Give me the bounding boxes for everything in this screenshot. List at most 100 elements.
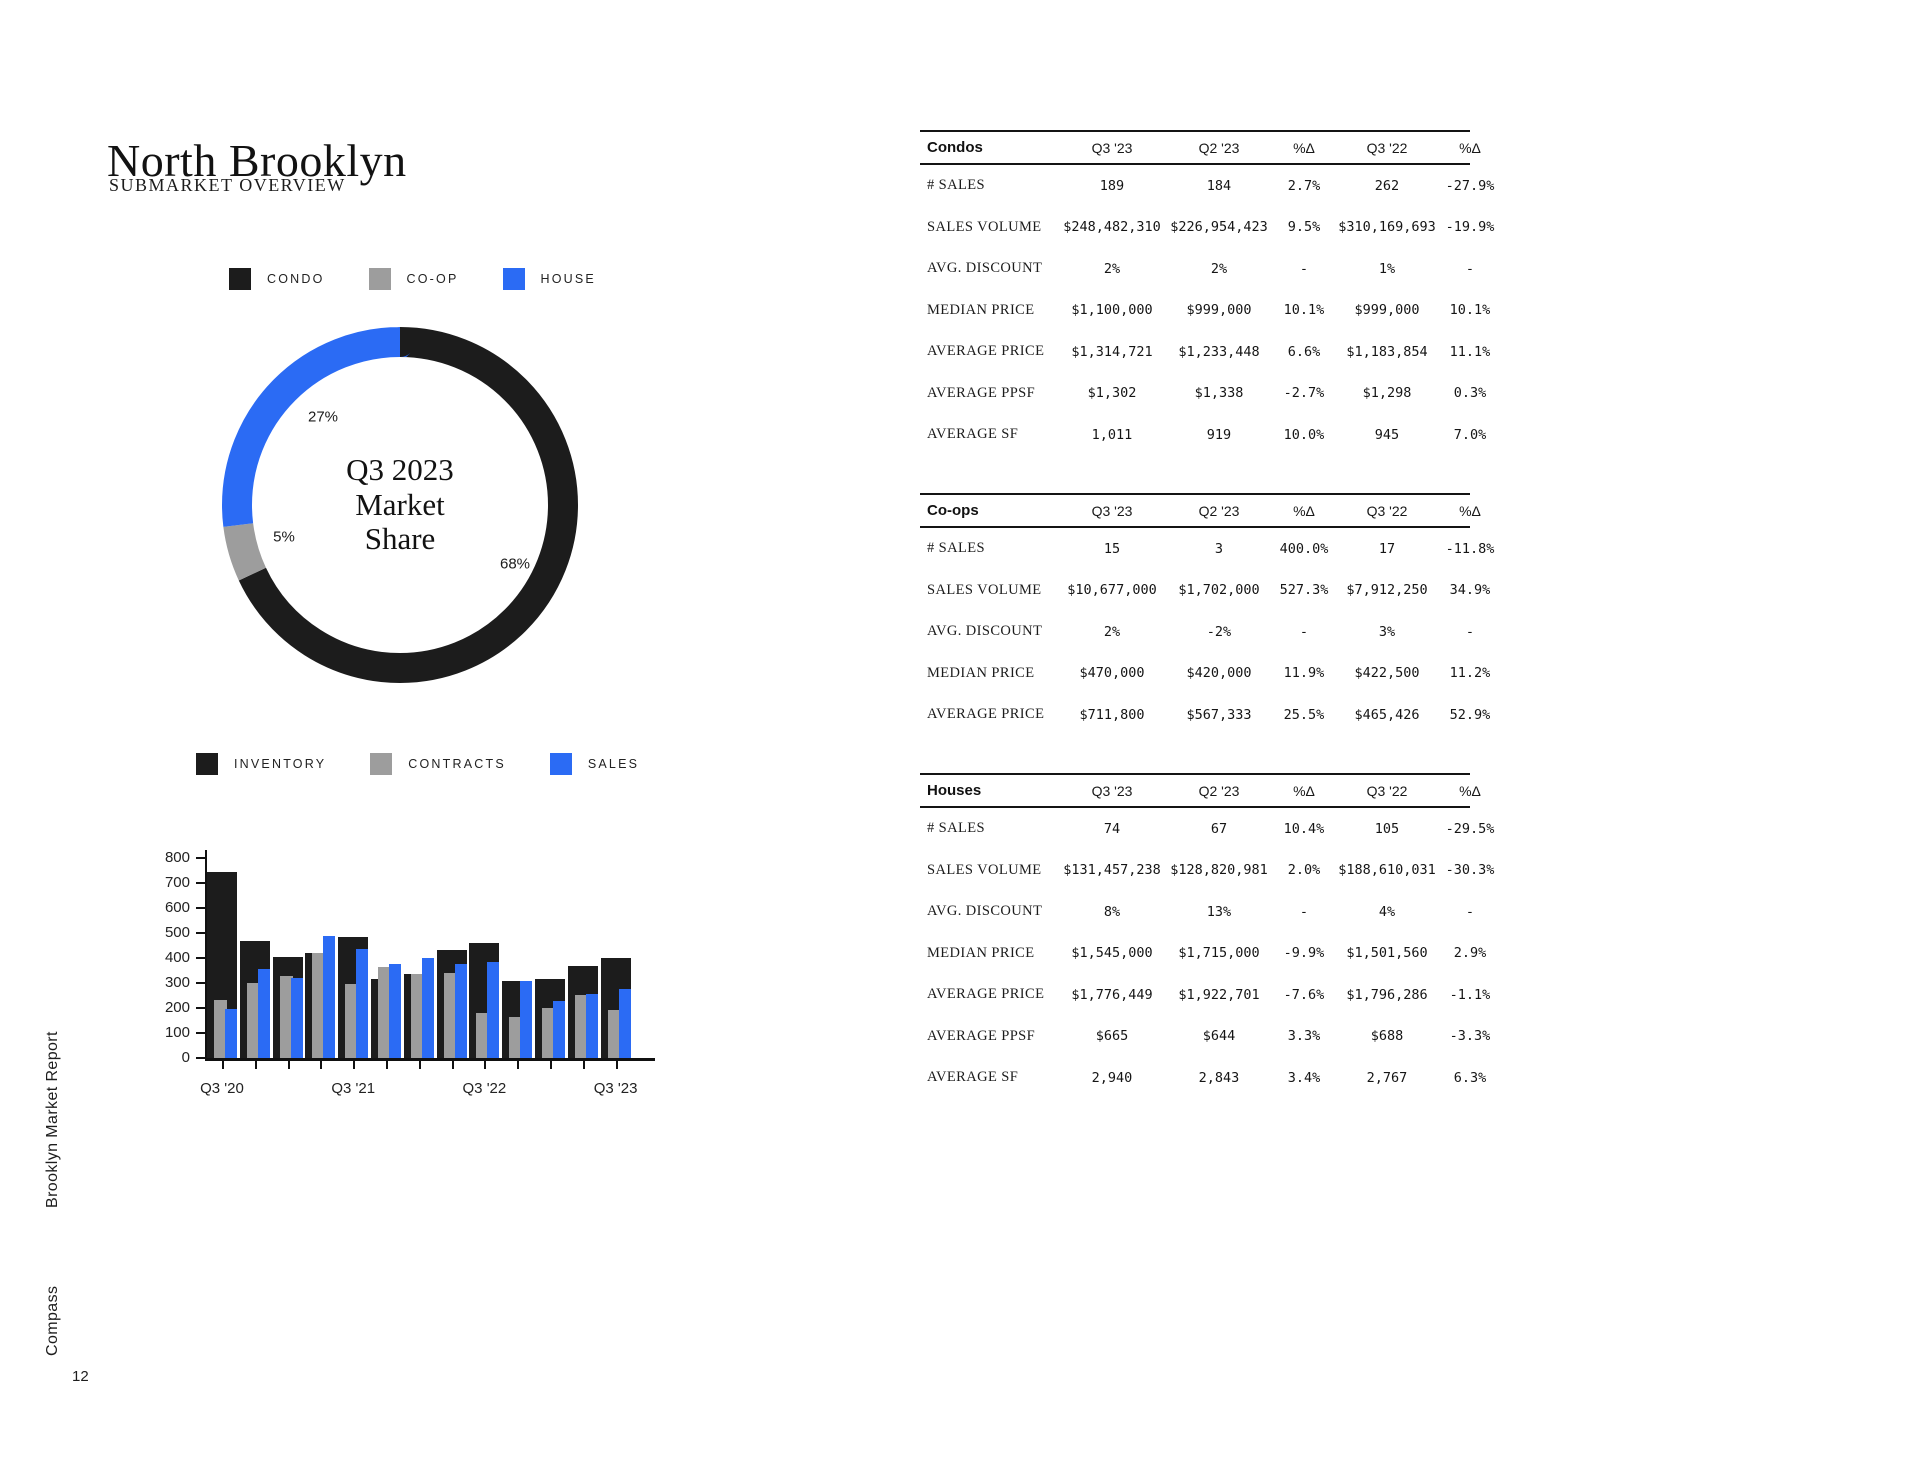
row-label: MEDIAN PRICE <box>927 944 1035 961</box>
table-column-header: Q3 '22 <box>1366 782 1408 799</box>
y-axis-tick-label: 600 <box>164 899 190 916</box>
x-axis-tick <box>582 1060 585 1069</box>
table-row: AVERAGE SF 1,011 919 10.0% 945 7.0% <box>920 414 1486 456</box>
donut-slice-percentage: 68% <box>499 555 531 573</box>
y-axis-tick <box>196 1007 205 1009</box>
stats-table-houses: Houses Q3 '23 Q2 '23 %Δ Q3 '22 %Δ # SALES 74 67 1… <box>920 773 1494 1099</box>
legend-item: INVENTORY <box>196 753 326 775</box>
x-axis-tick <box>451 1060 454 1069</box>
row-value: 2.0% <box>1287 862 1321 879</box>
row-value: $999,000 <box>1186 302 1252 319</box>
row-value: 2,940 <box>1091 1069 1133 1086</box>
row-label: MEDIAN PRICE <box>927 664 1035 681</box>
row-value: 52.9% <box>1449 706 1491 723</box>
table-row: SALES VOLUME $131,457,238 $128,820,981 2.0%… <box>920 850 1494 892</box>
row-value: 3% <box>1378 623 1396 640</box>
sidebar-brand: Compass <box>44 1285 61 1356</box>
bar-sales <box>389 964 401 1058</box>
row-value: -30.3% <box>1445 862 1495 879</box>
row-value: $1,233,448 <box>1178 343 1260 360</box>
table-row: AVG. DISCOUNT 8% 13% - 4% - <box>920 891 1474 933</box>
row-value: 10.1% <box>1283 302 1325 319</box>
x-axis-tick-label: Q3 '20 <box>200 1080 244 1097</box>
row-label: AVERAGE PPSF <box>927 384 1036 401</box>
y-axis-tick <box>196 957 205 959</box>
row-value: $1,702,000 <box>1178 582 1260 599</box>
donut-slice-percentage: 5% <box>273 528 295 546</box>
row-value: $1,545,000 <box>1071 945 1153 962</box>
row-value: $188,610,031 <box>1338 862 1436 879</box>
row-value: 2,767 <box>1366 1069 1408 1086</box>
y-axis-tick-label: 700 <box>164 874 190 891</box>
table-row: MEDIAN PRICE $470,000 $420,000 11.9% $422,50… <box>920 653 1490 695</box>
bar-contracts <box>574 994 588 1058</box>
x-axis-tick <box>222 1060 224 1069</box>
row-value: $248,482,310 <box>1063 219 1161 236</box>
row-value: -29.5% <box>1445 820 1495 837</box>
row-value: 2% <box>1103 623 1121 640</box>
row-value: - <box>1299 623 1309 640</box>
row-label: # SALES <box>927 820 985 837</box>
row-value: 105 <box>1374 820 1400 837</box>
y-axis-tick-label: 500 <box>164 924 190 941</box>
row-value: -1.1% <box>1449 986 1491 1003</box>
legend-label: CONDO <box>267 272 325 286</box>
legend-item: CONTRACTS <box>370 753 506 775</box>
x-axis-tick <box>550 1060 552 1069</box>
y-axis-tick <box>196 882 205 884</box>
y-axis-tick <box>196 982 205 984</box>
table-row: # SALES 74 67 10.4% 105 -29.5% <box>920 808 1494 850</box>
row-value: $465,426 <box>1354 706 1420 723</box>
legend-swatch-icon <box>502 268 525 290</box>
bar-contracts <box>607 1010 621 1058</box>
y-axis-tick <box>196 1057 205 1059</box>
donut-ring <box>222 327 578 683</box>
bar-sales <box>585 994 598 1058</box>
row-value: - <box>1465 623 1475 640</box>
row-value: $422,500 <box>1354 665 1420 682</box>
page-title: North Brooklyn <box>107 134 407 186</box>
row-value: 6.3% <box>1453 1069 1487 1086</box>
table-row: AVERAGE PPSF $665 $644 3.3% $688 -3.3% <box>920 1016 1490 1058</box>
row-value: -9.9% <box>1283 945 1325 962</box>
table-row: MEDIAN PRICE $1,545,000 $1,715,000 -9.9% $1,… <box>920 933 1486 975</box>
row-value: 2% <box>1210 260 1228 277</box>
table-column-header: %Δ <box>1293 782 1315 799</box>
x-axis-line <box>205 1058 655 1061</box>
table-row: AVERAGE PRICE $1,314,721 $1,233,448 6.6% $1,… <box>920 331 1490 373</box>
x-axis-tick <box>353 1060 356 1069</box>
bar-contracts <box>443 973 457 1058</box>
bar-contracts <box>312 953 326 1058</box>
row-label: AVG. DISCOUNT <box>927 623 1043 640</box>
row-value: 10.1% <box>1449 302 1491 319</box>
bar-contracts <box>476 1013 490 1058</box>
row-value: $1,183,854 <box>1346 343 1428 360</box>
row-label: AVERAGE SF <box>927 1069 1019 1086</box>
legend-swatch-icon <box>549 753 572 775</box>
row-value: 11.9% <box>1283 665 1325 682</box>
row-value: 25.5% <box>1283 706 1325 723</box>
x-axis-tick <box>386 1060 388 1069</box>
row-value: 11.1% <box>1449 343 1491 360</box>
table-column-header: Q3 '23 <box>1091 782 1133 799</box>
row-value: 945 <box>1374 426 1400 443</box>
row-value: $644 <box>1202 1028 1236 1045</box>
table-row: MEDIAN PRICE $1,100,000 $999,000 10.1% $999,… <box>920 290 1490 332</box>
row-value: 1% <box>1378 260 1396 277</box>
y-axis-tick <box>196 857 205 859</box>
bar-chart-legend: INVENTORY CONTRACTS SALES <box>196 753 683 775</box>
row-value: $128,820,981 <box>1170 862 1268 879</box>
row-value: $665 <box>1095 1028 1129 1045</box>
legend-swatch-icon <box>229 268 251 290</box>
page-number: 12 <box>72 1368 89 1385</box>
table-column-header: %Δ <box>1459 782 1481 799</box>
table-row: AVG. DISCOUNT 2% -2% - 3% - <box>920 611 1474 653</box>
y-axis-tick-label: 100 <box>164 1024 190 1041</box>
row-value: -7.6% <box>1283 986 1325 1003</box>
table-row: SALES VOLUME $248,482,310 $226,954,423 9.5%… <box>920 207 1494 249</box>
row-value: $310,169,693 <box>1338 219 1436 236</box>
row-value: -2.7% <box>1283 385 1325 402</box>
row-value: $567,333 <box>1186 706 1252 723</box>
y-axis-line <box>205 850 207 1058</box>
row-label: AVERAGE SF <box>927 426 1019 443</box>
